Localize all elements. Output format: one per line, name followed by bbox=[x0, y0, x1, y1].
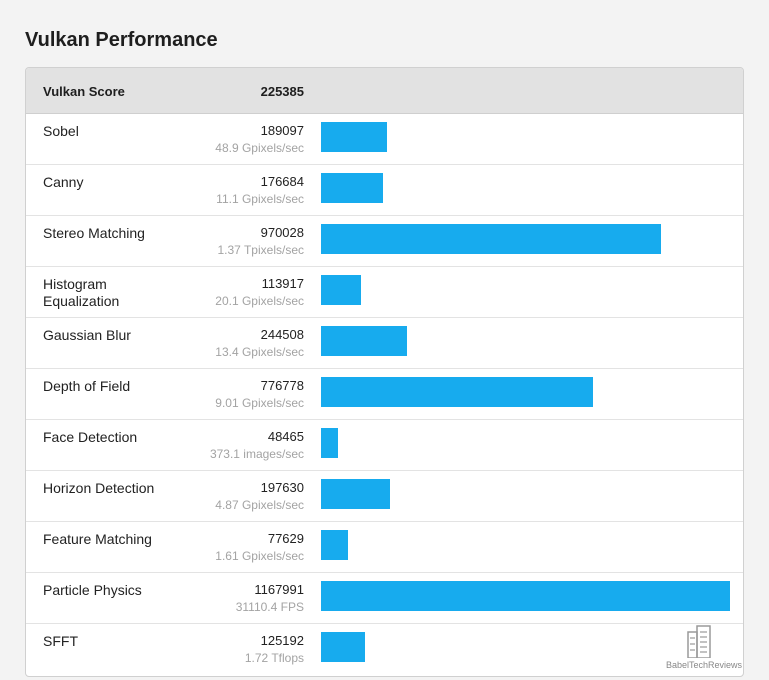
benchmark-score: 189097 bbox=[260, 123, 304, 138]
benchmark-name: Feature Matching bbox=[43, 531, 152, 547]
benchmark-throughput: 9.01 Gpixels/sec bbox=[215, 396, 304, 410]
benchmark-score: 113917 bbox=[261, 276, 304, 291]
benchmark-name: Horizon Detection bbox=[43, 480, 155, 496]
benchmark-bar-feature-matching bbox=[321, 530, 348, 560]
benchmark-score: 970028 bbox=[260, 225, 304, 240]
benchmark-bar-sobel bbox=[321, 122, 387, 152]
benchmark-throughput: 1.61 Gpixels/sec bbox=[215, 549, 304, 563]
benchmark-name: Stereo Matching bbox=[43, 225, 145, 241]
benchmark-score: 244508 bbox=[260, 327, 304, 342]
benchmark-bar-gaussian-blur bbox=[321, 326, 407, 356]
benchmark-name: Face Detection bbox=[43, 429, 138, 445]
benchmark-score: 197630 bbox=[260, 480, 304, 495]
benchmark-throughput: 1.72 Tflops bbox=[244, 651, 304, 665]
watermark-text: BabelTechReviews bbox=[666, 660, 743, 670]
benchmark-bar-histogram-equalization bbox=[321, 275, 361, 305]
benchmark-bar-horizon-detection bbox=[321, 479, 390, 509]
benchmark-throughput: 48.9 Gpixels/sec bbox=[215, 141, 304, 155]
benchmark-bar-face-detection bbox=[321, 428, 338, 458]
benchmark-throughput: 31110.4 FPS bbox=[235, 600, 304, 614]
benchmark-row-canny: Canny 176684 11.1 Gpixels/sec bbox=[26, 165, 743, 216]
benchmark-score: 125192 bbox=[260, 633, 304, 648]
results-panel: Vulkan Score 225385 Sobel 189097 48.9 Gp… bbox=[25, 67, 744, 677]
benchmark-row-horizon-detection: Horizon Detection 197630 4.87 Gpixels/se… bbox=[26, 471, 743, 522]
score-header: Vulkan Score 225385 bbox=[26, 68, 743, 114]
benchmark-bar-depth-of-field bbox=[321, 377, 593, 407]
benchmark-score: 776778 bbox=[260, 378, 304, 393]
benchmark-name: SFFT bbox=[43, 633, 78, 649]
benchmark-row-face-detection: Face Detection 48465 373.1 images/sec bbox=[26, 420, 743, 471]
benchmark-throughput: 11.1 Gpixels/sec bbox=[216, 192, 304, 206]
benchmark-throughput: 13.4 Gpixels/sec bbox=[215, 345, 304, 359]
benchmark-name: Depth of Field bbox=[43, 378, 131, 394]
benchmark-throughput: 20.1 Gpixels/sec bbox=[215, 294, 304, 308]
benchmark-throughput: 1.37 Tpixels/sec bbox=[217, 243, 305, 257]
benchmark-score: 48465 bbox=[267, 429, 304, 444]
benchmark-bar-particle-physics bbox=[321, 581, 730, 611]
benchmark-score: 1167991 bbox=[254, 582, 304, 597]
benchmark-name: Gaussian Blur bbox=[43, 327, 131, 343]
benchmark-row-particle-physics: Particle Physics 1167991 31110.4 FPS bbox=[26, 573, 743, 624]
benchmark-bar-stereo-matching bbox=[321, 224, 661, 254]
benchmark-row-depth-of-field: Depth of Field 776778 9.01 Gpixels/sec bbox=[26, 369, 743, 420]
building-icon bbox=[687, 625, 711, 658]
benchmark-list: Sobel 189097 48.9 Gpixels/sec Canny 1766… bbox=[26, 114, 743, 675]
benchmark-name: Histogram Equalization bbox=[43, 276, 120, 309]
benchmark-row-histogram-equalization: Histogram Equalization 113917 20.1 Gpixe… bbox=[26, 267, 743, 318]
benchmark-throughput: 373.1 images/sec bbox=[209, 447, 304, 461]
benchmark-row-stereo-matching: Stereo Matching 970028 1.37 Tpixels/sec bbox=[26, 216, 743, 267]
page-title: Vulkan Performance bbox=[25, 29, 218, 51]
benchmark-name: Particle Physics bbox=[43, 582, 142, 598]
benchmark-name: Canny bbox=[43, 174, 84, 190]
benchmark-bar-sfft bbox=[321, 632, 365, 662]
benchmark-row-feature-matching: Feature Matching 77629 1.61 Gpixels/sec bbox=[26, 522, 743, 573]
benchmark-throughput: 4.87 Gpixels/sec bbox=[215, 498, 304, 512]
score-header-value: 225385 bbox=[260, 84, 304, 99]
score-header-name: Vulkan Score bbox=[43, 84, 125, 99]
benchmark-row-gaussian-blur: Gaussian Blur 244508 13.4 Gpixels/sec bbox=[26, 318, 743, 369]
benchmark-score: 176684 bbox=[260, 174, 304, 189]
benchmark-row-sfft: SFFT 125192 1.72 Tflops bbox=[26, 624, 743, 675]
benchmark-name: Sobel bbox=[43, 123, 79, 139]
benchmark-score: 77629 bbox=[267, 531, 304, 546]
benchmark-row-sobel: Sobel 189097 48.9 Gpixels/sec bbox=[26, 114, 743, 165]
benchmark-bar-canny bbox=[321, 173, 383, 203]
watermark: BabelTechReviews bbox=[666, 624, 743, 674]
